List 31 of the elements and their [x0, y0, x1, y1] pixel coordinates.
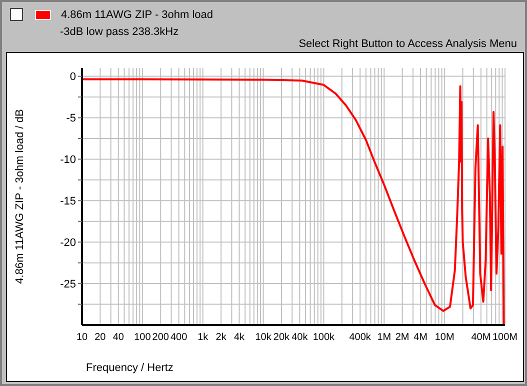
x-tick-label: 10M	[434, 332, 454, 344]
x-tick-label: 100	[134, 332, 152, 344]
y-tick-label: -25	[60, 278, 76, 290]
y-axis-title: 4.86m 11AWG ZIP - 3ohm load / dB	[14, 109, 26, 284]
x-tick-label: 40	[112, 332, 124, 344]
x-tick-label: 400	[170, 332, 188, 344]
text: Select Right Button to Access Analysis Menu	[298, 38, 517, 50]
x-tick-label: 10	[76, 332, 88, 344]
x-tick-label: 400k	[349, 332, 372, 344]
x-tick-label: 10k	[255, 332, 272, 344]
x-tick-label: 200	[152, 332, 170, 344]
x-tick-label: 100k	[312, 332, 336, 344]
x-tick-label: 40M	[471, 332, 491, 344]
x-tick-label: 2M	[395, 332, 410, 344]
x-tick-label: 1k	[198, 332, 210, 344]
x-tick-label: 4k	[234, 332, 246, 344]
x-tick-label: 20k	[273, 332, 291, 344]
x-tick-label: 2k	[216, 332, 228, 344]
x-tick-label: 20	[94, 332, 106, 344]
y-tick-label: -10	[60, 154, 76, 166]
x-tick-label: 4M	[414, 332, 428, 344]
x-axis-title: Frequency / Hertz	[86, 362, 174, 374]
legend-label: 4.86m 11AWG ZIP - 3ohm load	[61, 8, 214, 20]
y-tick-label: -15	[60, 196, 76, 208]
text: -3dB low pass 238.3kHz	[60, 26, 179, 38]
x-tick-label: 1M	[377, 332, 392, 344]
x-tick-label: 100M	[492, 332, 518, 344]
x-tick-label: 40k	[292, 332, 309, 344]
y-tick-label: -5	[66, 112, 76, 125]
y-tick-label: 0	[70, 71, 76, 84]
y-tick-label: -20	[60, 237, 76, 249]
